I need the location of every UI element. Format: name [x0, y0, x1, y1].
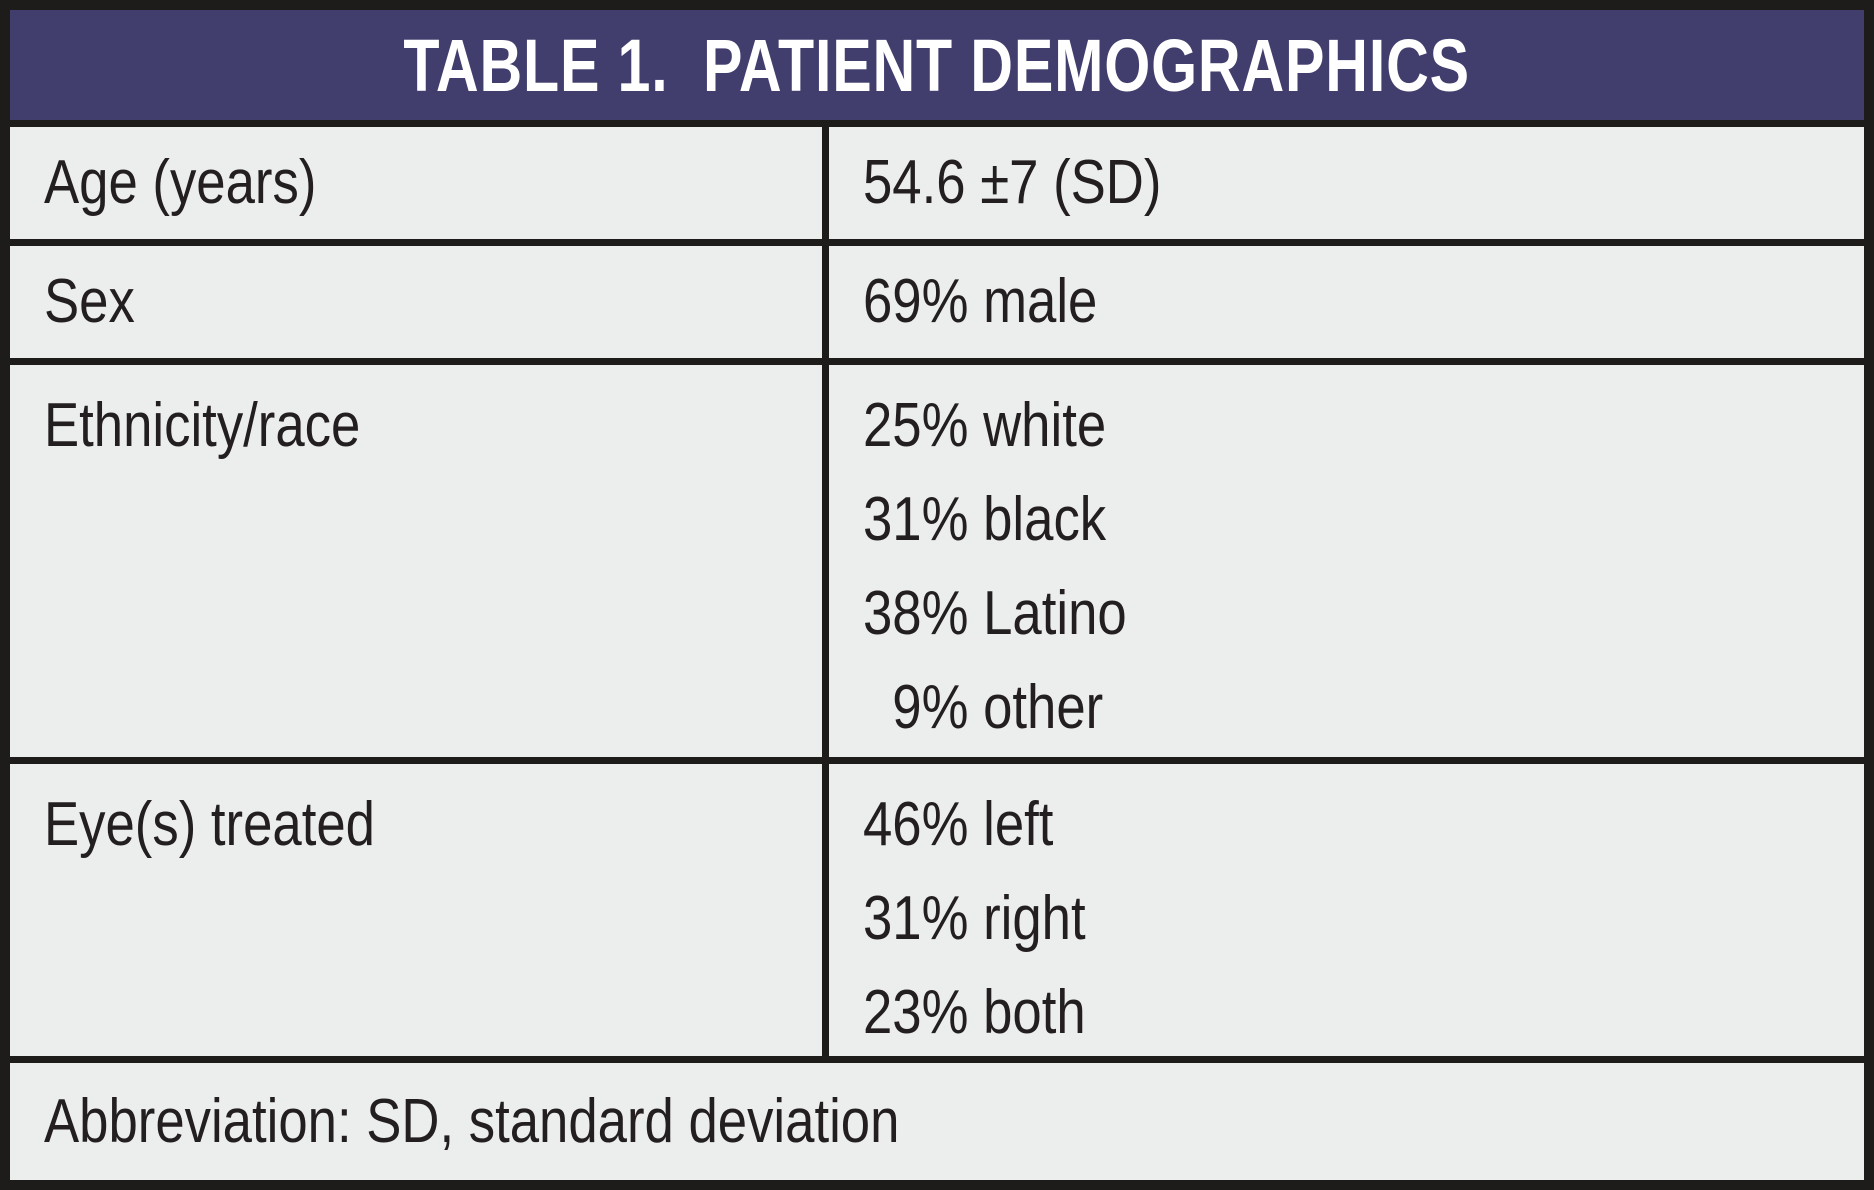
row-label-sex: Sex [10, 246, 822, 358]
table-header: TABLE 1. PATIENT DEMOGRAPHICS [10, 10, 1864, 120]
row-label-age: Age (years) [10, 127, 822, 239]
value-line: 54.6 ±7 (SD) [863, 148, 1162, 217]
row-label-ethnicity: Ethnicity/race [10, 365, 822, 757]
value-line: 38% Latino [863, 579, 1127, 648]
row-label-text: Sex [44, 267, 135, 336]
row-value-sex: 69% male [829, 246, 1864, 358]
row-value-eyes-treated: 46% left 31% right 23% both [829, 764, 1864, 1056]
row-label-text: Eye(s) treated [44, 790, 375, 859]
row-label-eyes-treated: Eye(s) treated [10, 764, 822, 1056]
value-line: 25% white [863, 391, 1107, 460]
value-line: 46% left [863, 790, 1054, 859]
table-title: TABLE 1. PATIENT DEMOGRAPHICS [403, 23, 1471, 107]
value-line: 31% right [863, 884, 1086, 953]
row-value-age: 54.6 ±7 (SD) [829, 127, 1864, 239]
row-label-text: Age (years) [44, 148, 317, 217]
value-line: 69% male [863, 267, 1098, 336]
row-label-text: Ethnicity/race [44, 391, 361, 460]
row-value-ethnicity: 25% white 31% black 38% Latino 9% other [829, 365, 1864, 757]
footnote-text: Abbreviation: SD, standard deviation [44, 1086, 900, 1156]
value-line: 31% black [863, 485, 1107, 554]
table-footnote: Abbreviation: SD, standard deviation [10, 1063, 1864, 1180]
value-line: 9% other [863, 673, 1104, 742]
value-line: 23% both [863, 978, 1086, 1047]
